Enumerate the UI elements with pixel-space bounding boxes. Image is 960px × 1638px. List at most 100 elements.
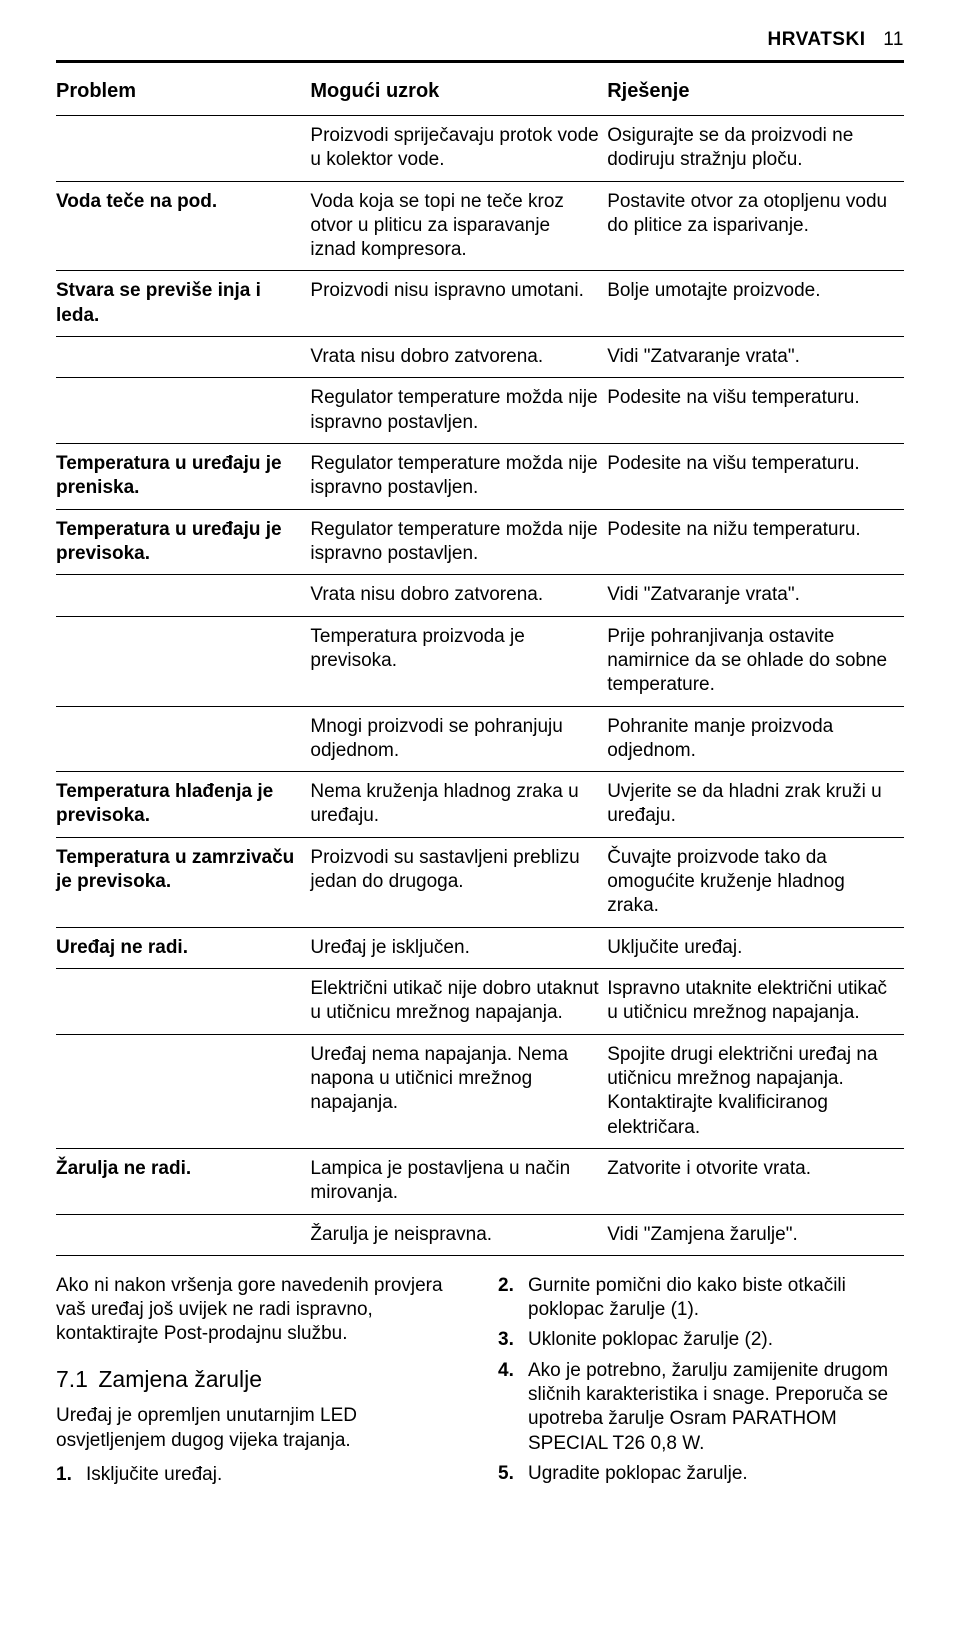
lang-label: HRVATSKI <box>768 29 866 50</box>
cell-solution: Vidi "Zatvaranje vrata". <box>607 575 904 616</box>
cell-cause: Regulator temperature možda nije ispravn… <box>310 444 607 510</box>
cell-solution: Čuvajte proizvode tako da omogućite kruž… <box>607 837 904 927</box>
table-row: Žarulja ne radi.Lampica je postavljena u… <box>56 1148 904 1214</box>
post-check-note: Ako ni nakon vršenja gore navedenih prov… <box>56 1274 462 1347</box>
cell-problem: Temperatura hlađenja je previsoka. <box>56 772 310 838</box>
cell-problem <box>56 378 310 444</box>
table-row: Žarulja je neispravna.Vidi "Zamjena žaru… <box>56 1214 904 1255</box>
cell-cause: Električni utikač nije dobro utaknut u u… <box>310 969 607 1035</box>
cell-problem <box>56 575 310 616</box>
cell-cause: Uređaj nema napajanja. Nema napona u uti… <box>310 1034 607 1148</box>
step-number: 5. <box>498 1462 528 1486</box>
cell-cause: Proizvodi spriječavaju protok vode u kol… <box>310 115 607 181</box>
cell-cause: Regulator temperature možda nije ispravn… <box>310 509 607 575</box>
col-solution: Rješenje <box>607 69 904 115</box>
cell-solution: Pohranite manje proizvoda odjednom. <box>607 706 904 772</box>
cell-problem: Temperatura u uređaju je preniska. <box>56 444 310 510</box>
table-row: Temperatura u uređaju je preniska.Regula… <box>56 444 904 510</box>
cell-solution: Osigurajte se da proizvodi ne dodiruju s… <box>607 115 904 181</box>
cell-solution: Spojite drugi električni uređaj na utičn… <box>607 1034 904 1148</box>
table-row: Uređaj ne radi.Uređaj je isključen.Uklju… <box>56 927 904 968</box>
step-text: Gurnite pomični dio kako biste otkačili … <box>528 1274 904 1323</box>
cell-cause: Vrata nisu dobro zatvorena. <box>310 575 607 616</box>
cell-cause: Proizvodi su sastavljeni preblizu jedan … <box>310 837 607 927</box>
table-row: Temperatura u zamrzivaču je previsoka.Pr… <box>56 837 904 927</box>
led-note: Uređaj je opremljen unutarnjim LED osvje… <box>56 1404 462 1453</box>
page-header: HRVATSKI 11 <box>56 28 904 52</box>
section-title: Zamjena žarulje <box>98 1366 262 1392</box>
table-row: Voda teče na pod.Voda koja se topi ne te… <box>56 181 904 271</box>
table-body: Proizvodi spriječavaju protok vode u kol… <box>56 115 904 1255</box>
cell-problem: Temperatura u zamrzivaču je previsoka. <box>56 837 310 927</box>
cell-solution: Uvjerite se da hladni zrak kruži u uređa… <box>607 772 904 838</box>
cell-solution: Postavite otvor za otopljenu vodu do pli… <box>607 181 904 271</box>
col-cause: Mogući uzrok <box>310 69 607 115</box>
section-number: 7.1 <box>56 1366 88 1392</box>
steps-left: 1.Isključite uređaj. <box>56 1463 462 1487</box>
cell-solution: Podesite na višu temperaturu. <box>607 444 904 510</box>
cell-cause: Lampica je postavljena u način mirovanja… <box>310 1148 607 1214</box>
cell-cause: Temperatura proizvoda je previsoka. <box>310 616 607 706</box>
cell-cause: Regulator temperature možda nije ispravn… <box>310 378 607 444</box>
cell-problem: Uređaj ne radi. <box>56 927 310 968</box>
table-header-row: Problem Mogući uzrok Rješenje <box>56 69 904 115</box>
table-row: Mnogi proizvodi se pohranjuju odjednom.P… <box>56 706 904 772</box>
step-item: 3.Uklonite poklopac žarulje (2). <box>498 1328 904 1352</box>
cell-solution: Ispravno utaknite električni utikač u ut… <box>607 969 904 1035</box>
table-row: Stvara se previše inja i leda.Proizvodi … <box>56 271 904 337</box>
table-row: Proizvodi spriječavaju protok vode u kol… <box>56 115 904 181</box>
step-item: 4.Ako je potrebno, žarulju zamijenite dr… <box>498 1359 904 1456</box>
step-number: 3. <box>498 1328 528 1352</box>
cell-problem <box>56 337 310 378</box>
step-text: Ugradite poklopac žarulje. <box>528 1462 904 1486</box>
step-text: Ako je potrebno, žarulju zamijenite drug… <box>528 1359 904 1456</box>
cell-solution: Uključite uređaj. <box>607 927 904 968</box>
cell-problem <box>56 616 310 706</box>
footer-columns: Ako ni nakon vršenja gore navedenih prov… <box>56 1274 904 1493</box>
cell-solution: Vidi "Zamjena žarulje". <box>607 1214 904 1255</box>
step-item: 5.Ugradite poklopac žarulje. <box>498 1462 904 1486</box>
table-row: Temperatura hlađenja je previsoka.Nema k… <box>56 772 904 838</box>
cell-cause: Nema kruženja hladnog zraka u uređaju. <box>310 772 607 838</box>
cell-problem <box>56 115 310 181</box>
table-row: Električni utikač nije dobro utaknut u u… <box>56 969 904 1035</box>
cell-cause: Proizvodi nisu ispravno umotani. <box>310 271 607 337</box>
step-text: Isključite uređaj. <box>86 1463 462 1487</box>
left-col: Ako ni nakon vršenja gore navedenih prov… <box>56 1274 462 1493</box>
step-item: 2.Gurnite pomični dio kako biste otkačil… <box>498 1274 904 1323</box>
col-problem: Problem <box>56 69 310 115</box>
cell-solution: Zatvorite i otvorite vrata. <box>607 1148 904 1214</box>
cell-problem: Voda teče na pod. <box>56 181 310 271</box>
step-text: Uklonite poklopac žarulje (2). <box>528 1328 904 1352</box>
cell-cause: Vrata nisu dobro zatvorena. <box>310 337 607 378</box>
right-col: 2.Gurnite pomični dio kako biste otkačil… <box>498 1274 904 1493</box>
cell-solution: Vidi "Zatvaranje vrata". <box>607 337 904 378</box>
cell-cause: Voda koja se topi ne teče kroz otvor u p… <box>310 181 607 271</box>
table-row: Temperatura proizvoda je previsoka.Prije… <box>56 616 904 706</box>
step-number: 2. <box>498 1274 528 1298</box>
header-rule <box>56 60 904 63</box>
table-row: Vrata nisu dobro zatvorena.Vidi "Zatvara… <box>56 337 904 378</box>
cell-problem <box>56 969 310 1035</box>
cell-problem <box>56 1214 310 1255</box>
table-row: Vrata nisu dobro zatvorena.Vidi "Zatvara… <box>56 575 904 616</box>
cell-problem: Stvara se previše inja i leda. <box>56 271 310 337</box>
cell-solution: Prije pohranjivanja ostavite namirnice d… <box>607 616 904 706</box>
cell-solution: Podesite na višu temperaturu. <box>607 378 904 444</box>
cell-cause: Mnogi proizvodi se pohranjuju odjednom. <box>310 706 607 772</box>
page-number: 11 <box>883 29 904 50</box>
cell-problem: Žarulja ne radi. <box>56 1148 310 1214</box>
cell-problem <box>56 706 310 772</box>
step-number: 1. <box>56 1463 86 1487</box>
cell-problem: Temperatura u uređaju je previsoka. <box>56 509 310 575</box>
cell-problem <box>56 1034 310 1148</box>
section-heading: 7.1 Zamjena žarulje <box>56 1365 462 1394</box>
table-row: Temperatura u uređaju je previsoka.Regul… <box>56 509 904 575</box>
troubleshoot-table: Problem Mogući uzrok Rješenje Proizvodi … <box>56 69 904 1256</box>
cell-cause: Žarulja je neispravna. <box>310 1214 607 1255</box>
table-row: Regulator temperature možda nije ispravn… <box>56 378 904 444</box>
cell-solution: Podesite na nižu temperaturu. <box>607 509 904 575</box>
cell-cause: Uređaj je isključen. <box>310 927 607 968</box>
step-item: 1.Isključite uređaj. <box>56 1463 462 1487</box>
cell-solution: Bolje umotajte proizvode. <box>607 271 904 337</box>
